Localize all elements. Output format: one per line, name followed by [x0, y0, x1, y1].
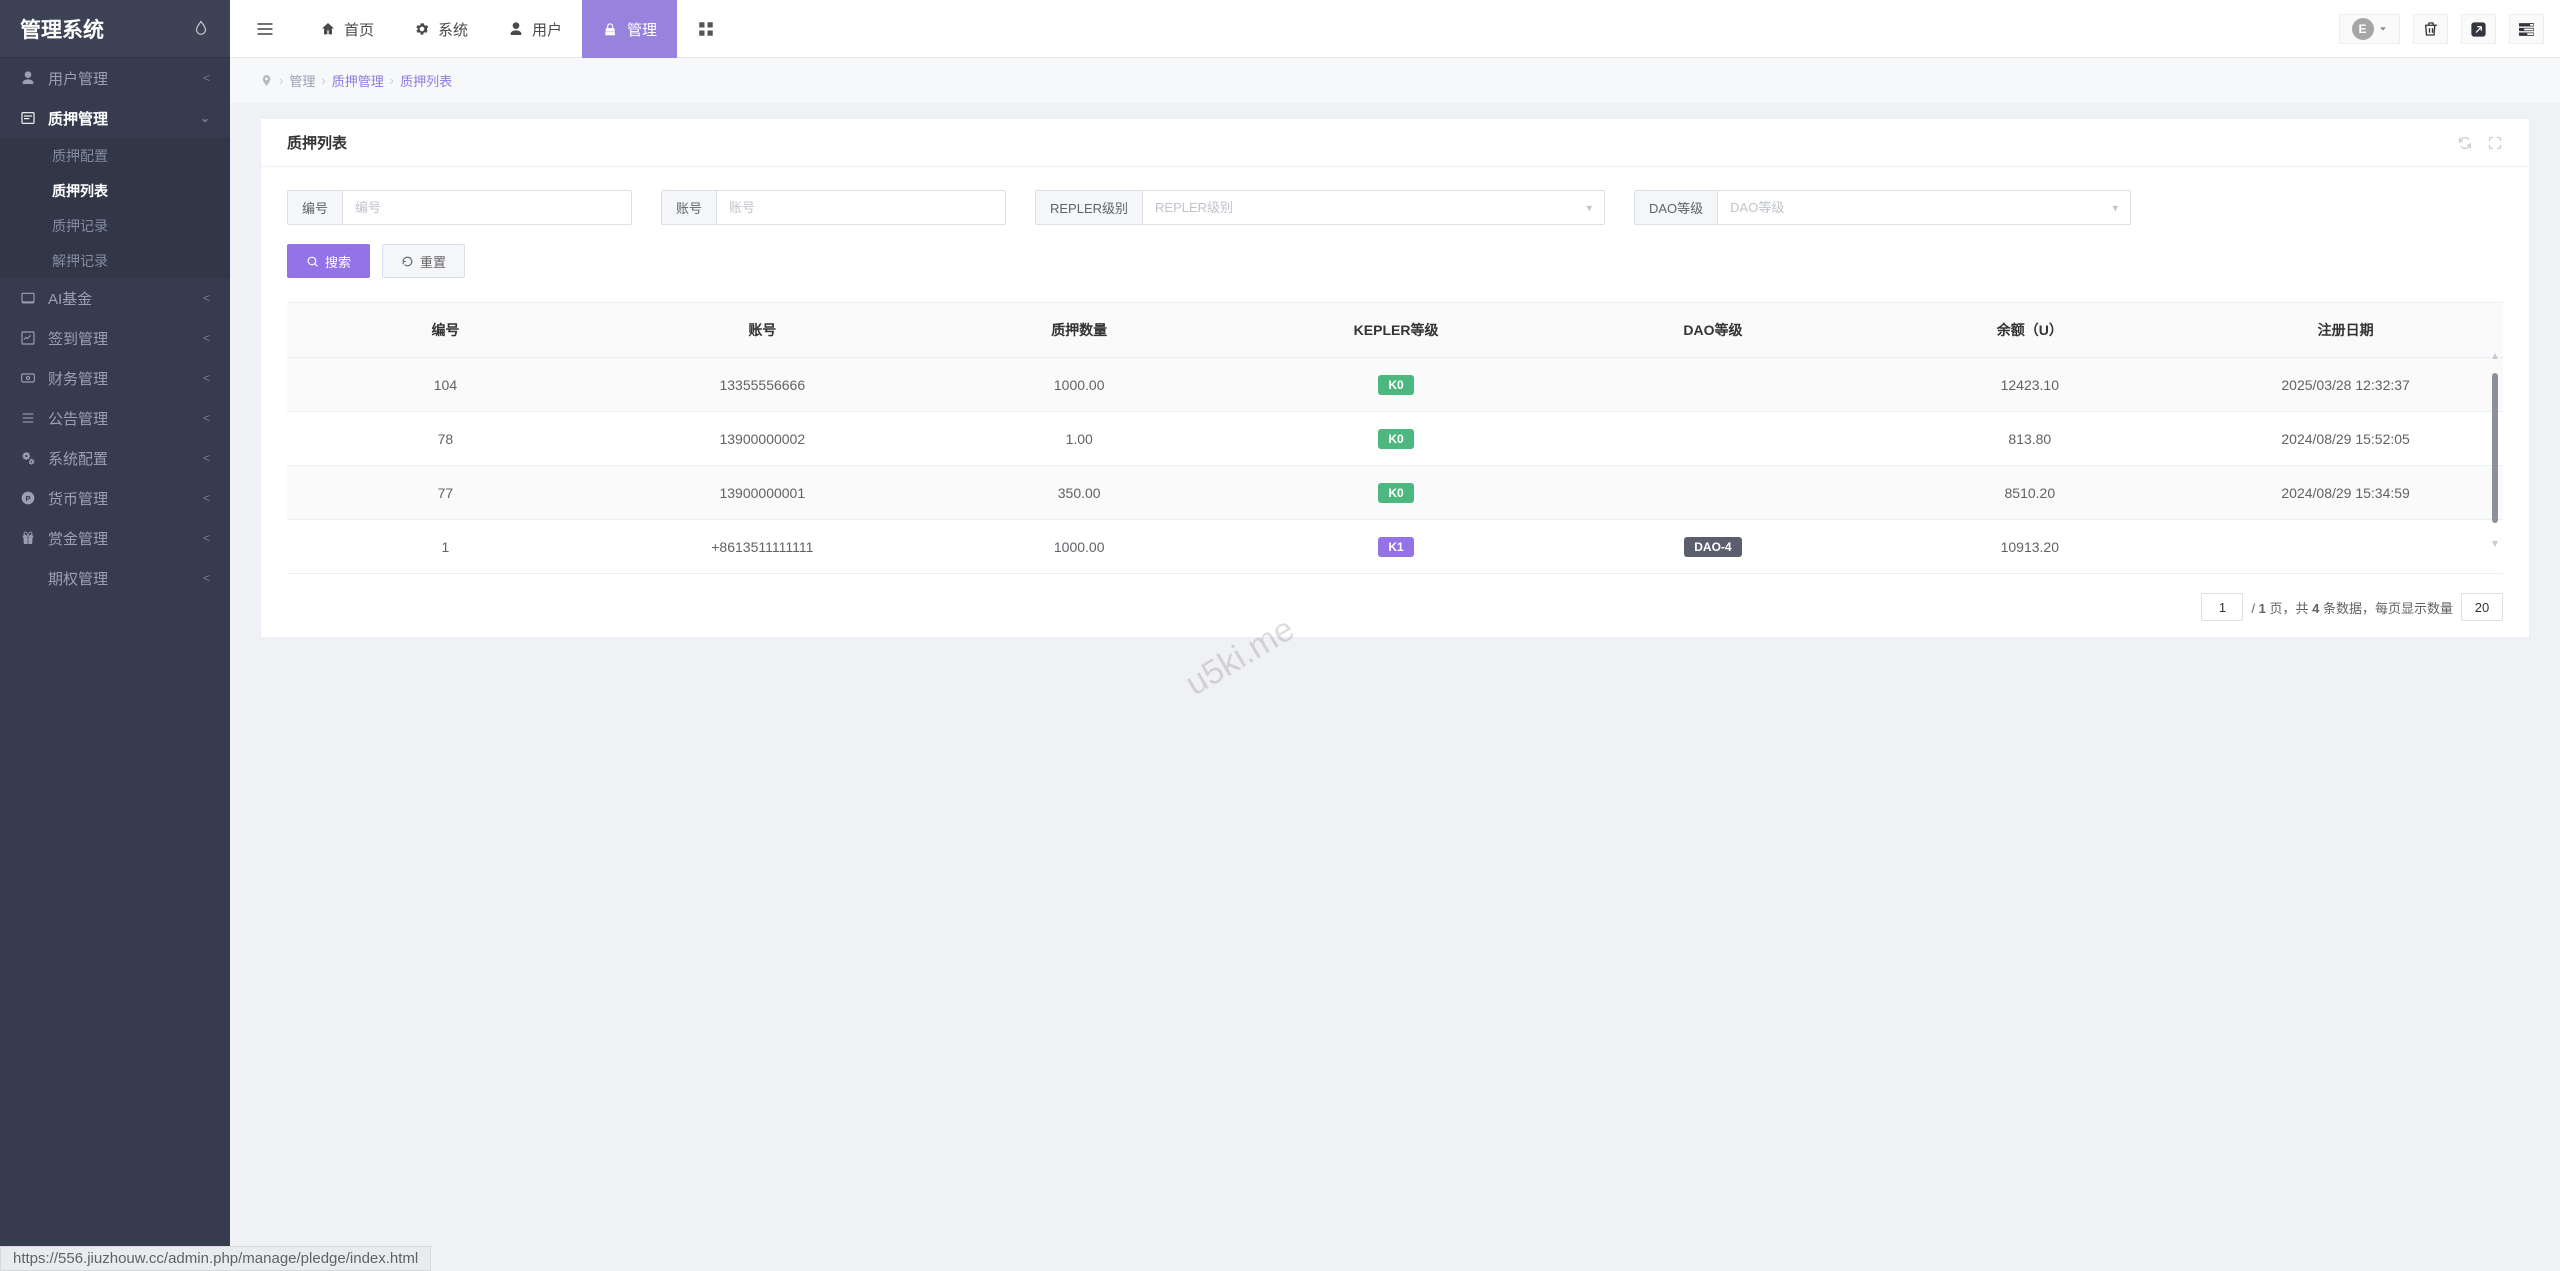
svg-text:P: P — [26, 494, 31, 503]
